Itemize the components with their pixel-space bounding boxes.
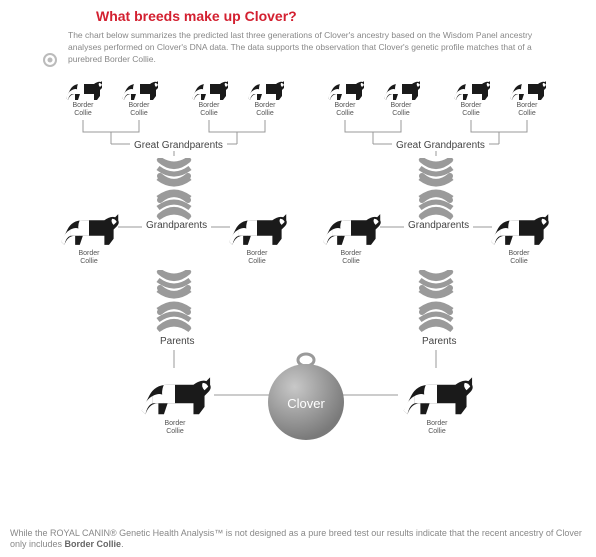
gen-label-ggp-left: Great Grandparents — [130, 140, 227, 151]
footer-text: While the ROYAL CANIN® Genetic Health An… — [10, 528, 586, 551]
page-title: What breeds make up Clover? — [96, 8, 297, 24]
gen-label-p-left: Parents — [156, 336, 198, 347]
ggp-dog-8: Border Collie — [506, 76, 548, 117]
ggp-dog-2: Border Collie — [118, 76, 160, 117]
breed-label: Border Collie — [380, 102, 422, 117]
dna-helix-icon — [154, 270, 194, 332]
gen-label-ggp-right: Great Grandparents — [392, 140, 489, 151]
gen-label-p-right: Parents — [418, 336, 460, 347]
pet-tag: Clover — [267, 352, 345, 442]
dog-icon — [508, 76, 546, 100]
dog-icon — [226, 208, 288, 248]
gp-dog-4: Border Collie — [486, 208, 552, 265]
breed-label: Border Collie — [506, 102, 548, 117]
breed-label: Border Collie — [62, 102, 104, 117]
dog-icon — [190, 76, 228, 100]
connector-parent-left — [214, 394, 270, 396]
gen-label-gp-left: Grandparents — [142, 220, 211, 231]
ggp-dog-3: Border Collie — [188, 76, 230, 117]
breed-label: Border Collie — [244, 102, 286, 117]
parent-dog-1: Border Collie — [134, 370, 216, 435]
breed-label: Border Collie — [396, 420, 478, 435]
gen-label-gp-right: Grandparents — [404, 220, 473, 231]
footer-breed: Border Collie — [65, 539, 122, 549]
dog-icon — [382, 76, 420, 100]
dog-icon — [58, 208, 120, 248]
dog-icon — [120, 76, 158, 100]
breed-label: Border Collie — [188, 102, 230, 117]
connector-p-left — [173, 350, 175, 368]
ggp-dog-7: Border Collie — [450, 76, 492, 117]
dna-helix-icon — [416, 158, 456, 220]
dog-icon — [64, 76, 102, 100]
breed-label: Border Collie — [324, 102, 366, 117]
pet-name: Clover — [267, 396, 345, 411]
ggp-dog-4: Border Collie — [244, 76, 286, 117]
breed-label: Border Collie — [318, 250, 384, 265]
gp-dog-1: Border Collie — [56, 208, 122, 265]
dna-helix-icon — [154, 158, 194, 220]
breed-label: Border Collie — [450, 102, 492, 117]
dog-icon — [326, 76, 364, 100]
ggp-dog-5: Border Collie — [324, 76, 366, 117]
connector-parent-right — [342, 394, 398, 396]
intro-text: The chart below summarizes the predicted… — [68, 30, 558, 66]
dog-icon — [246, 76, 284, 100]
breed-label: Border Collie — [56, 250, 122, 265]
ggp-dog-6: Border Collie — [380, 76, 422, 117]
dog-icon — [452, 76, 490, 100]
breed-label: Border Collie — [486, 250, 552, 265]
breed-label: Border Collie — [118, 102, 160, 117]
gp-dog-3: Border Collie — [318, 208, 384, 265]
dog-icon — [488, 208, 550, 248]
parent-dog-2: Border Collie — [396, 370, 478, 435]
breed-label: Border Collie — [224, 250, 290, 265]
connector-p-right — [435, 350, 437, 368]
dog-icon — [398, 370, 476, 418]
footer-suffix: . — [121, 539, 124, 549]
dog-icon — [136, 370, 214, 418]
dog-icon — [320, 208, 382, 248]
dna-helix-icon — [416, 270, 456, 332]
gp-dog-2: Border Collie — [224, 208, 290, 265]
ggp-dog-1: Border Collie — [62, 76, 104, 117]
eyelet-decoration — [40, 50, 60, 70]
breed-label: Border Collie — [134, 420, 216, 435]
